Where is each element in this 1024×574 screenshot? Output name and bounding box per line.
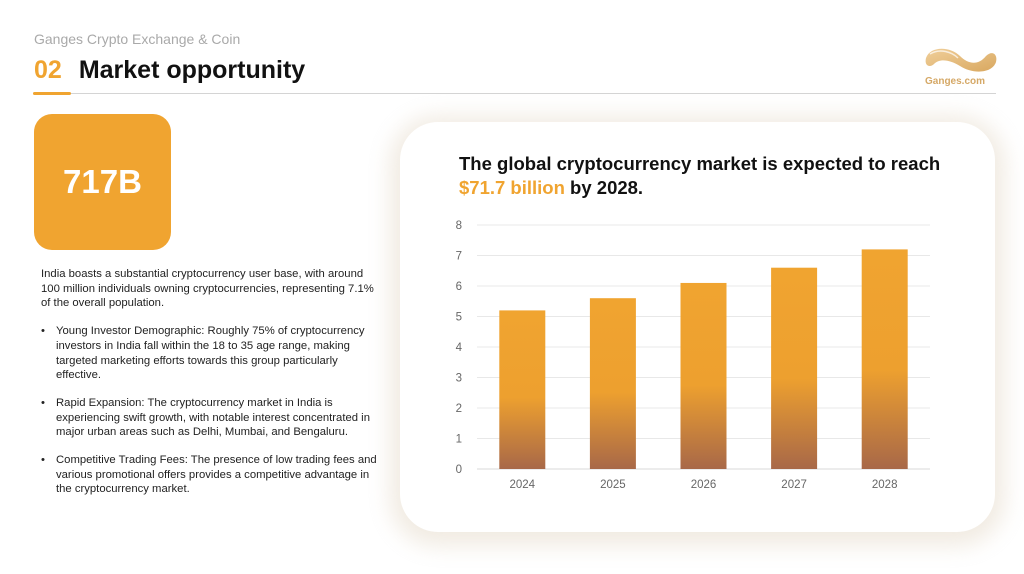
x-tick-label: 2028	[872, 479, 898, 491]
y-tick-label: 8	[456, 220, 462, 232]
headline-text-end: by 2028.	[564, 177, 644, 198]
presentation-subtitle: Ganges Crypto Exchange & Coin	[34, 31, 241, 47]
bar-2028	[861, 249, 908, 469]
x-tick-label: 2024	[510, 479, 536, 491]
title-row: 02 Market opportunity	[34, 56, 305, 85]
bullet-item: Young Investor Demographic: Roughly 75% …	[41, 324, 381, 383]
x-tick-label: 2027	[781, 479, 807, 491]
bullet-item: Competitive Trading Fees: The presence o…	[41, 453, 381, 497]
wave-logo-icon	[925, 48, 997, 72]
x-tick-label: 2026	[691, 479, 717, 491]
y-tick-label: 4	[456, 342, 463, 354]
section-number: 02	[34, 56, 62, 84]
x-tick-label: 2025	[600, 479, 626, 491]
stat-value: 717B	[63, 163, 142, 200]
bullet-list: Young Investor Demographic: Roughly 75% …	[41, 324, 381, 497]
header-accent-underline	[33, 92, 71, 95]
y-tick-label: 7	[456, 251, 462, 263]
bar-chart: 0 1 2 3 4 5 6 7 8 2024 2025 2026 2027 2028	[456, 220, 930, 491]
chart-card: The global cryptocurrency market is expe…	[400, 122, 995, 532]
header-divider	[34, 93, 996, 94]
logo-text: Ganges.com	[925, 76, 986, 87]
y-tick-label: 1	[456, 434, 462, 446]
bar-2025	[589, 298, 636, 469]
chart-headline: The global cryptocurrency market is expe…	[459, 152, 979, 200]
y-tick-label: 3	[456, 373, 462, 385]
headline-highlight: $71.7 billion	[459, 177, 565, 198]
bullet-item: Rapid Expansion: The cryptocurrency mark…	[41, 396, 381, 440]
y-tick-label: 6	[456, 281, 462, 293]
y-tick-label: 0	[456, 464, 462, 476]
y-tick-label: 5	[456, 312, 462, 324]
bar-2026	[680, 282, 727, 469]
page-title: Market opportunity	[78, 56, 306, 84]
intro-paragraph: India boasts a substantial cryptocurrenc…	[41, 268, 374, 310]
bar-2024	[499, 310, 546, 469]
body-text: India boasts a substantial cryptocurrenc…	[41, 267, 381, 510]
headline-text: The global cryptocurrency market is expe…	[459, 153, 941, 174]
y-tick-label: 2	[456, 403, 462, 415]
stat-box: 717B	[34, 114, 171, 250]
bar-2027	[771, 267, 818, 469]
